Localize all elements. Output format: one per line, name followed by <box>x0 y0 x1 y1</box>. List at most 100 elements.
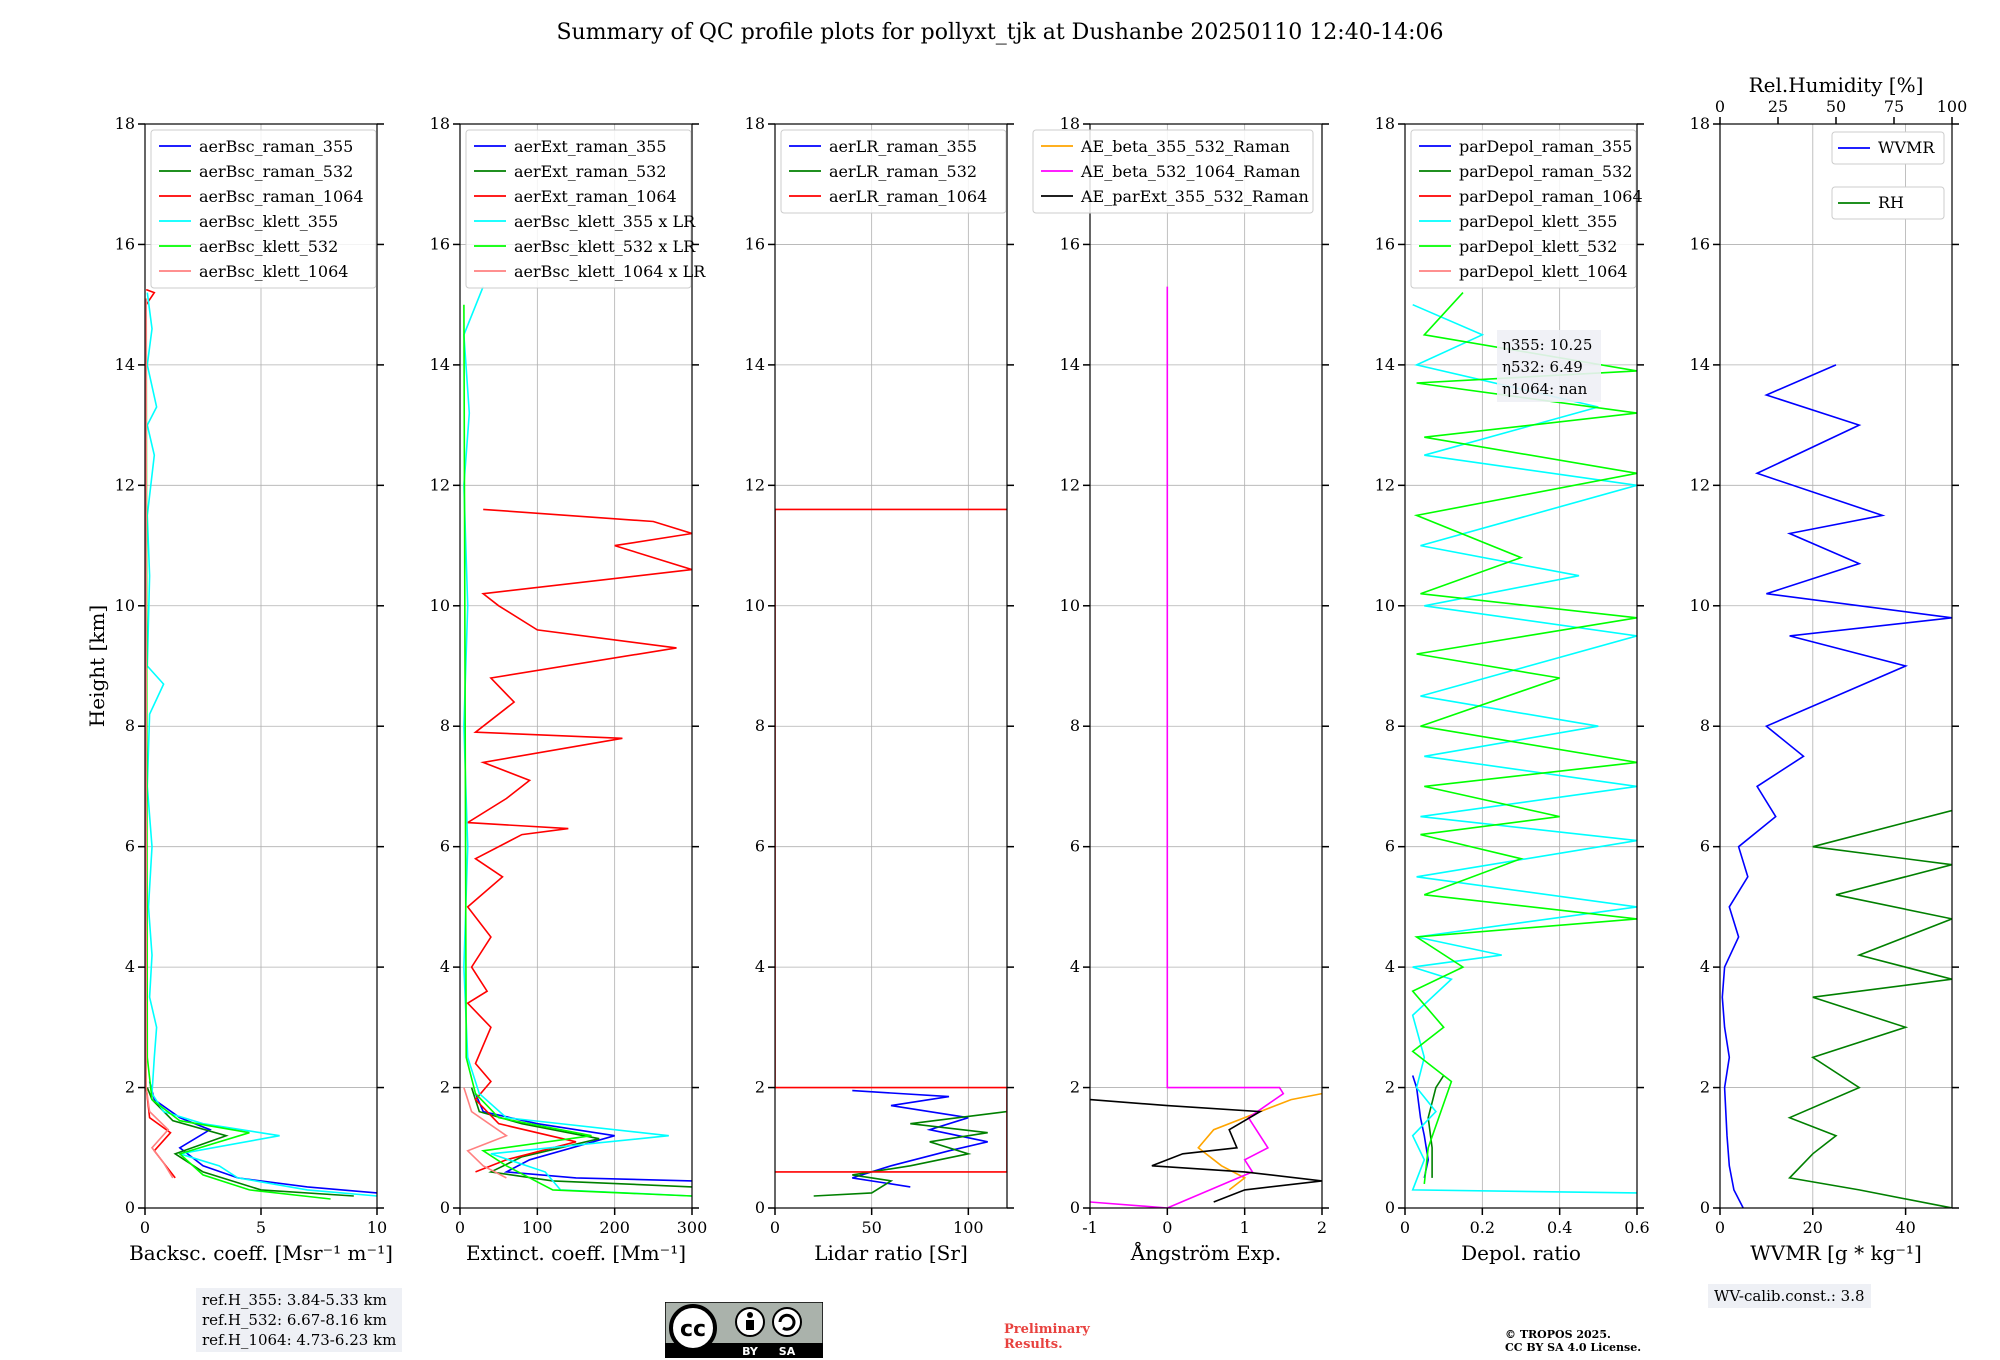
y-tick-label: 8 <box>1070 716 1080 735</box>
series-line-AE_beta_355_532_Raman <box>1197 1092 1322 1191</box>
x-tick-label: 0 <box>455 1218 465 1237</box>
y-tick-label: 12 <box>745 475 765 494</box>
series-line-aerBsc_klett_355 <box>146 292 377 1197</box>
figure-title: Summary of QC profile plots for pollyxt_… <box>556 20 1444 45</box>
legend-label: aerBsc_raman_1064 <box>199 187 364 206</box>
y-tick-label: 16 <box>1060 234 1080 253</box>
y-tick-label: 6 <box>125 837 135 856</box>
y-tick-label: 8 <box>125 716 135 735</box>
legend-label: parDepol_klett_1064 <box>1459 262 1628 281</box>
x2-tick-label: 75 <box>1884 97 1904 116</box>
y-tick-label: 4 <box>125 957 135 976</box>
x-axis-label: Backsc. coeff. [Msr⁻¹ m⁻¹] <box>129 1241 393 1265</box>
series-group <box>775 508 1007 1197</box>
legend-label: aerExt_raman_355 <box>514 137 667 156</box>
x-tick-label: 200 <box>599 1218 630 1237</box>
series-group <box>1090 286 1322 1208</box>
legend-box <box>1032 129 1314 214</box>
y-tick-label: 8 <box>440 716 450 735</box>
series-line-aerExt_raman_532 <box>470 1087 692 1188</box>
legend-label: AE_beta_532_1064_Raman <box>1080 162 1300 181</box>
x-tick-label: 0.6 <box>1624 1218 1649 1237</box>
y-tick-label: 6 <box>1070 837 1080 856</box>
x-axis-label: Depol. ratio <box>1461 1241 1581 1265</box>
y-tick-label: 16 <box>430 234 450 253</box>
y-tick-label: 8 <box>1700 716 1710 735</box>
x-axis-label: WVMR [g * kg⁻¹] <box>1750 1241 1922 1265</box>
legend-box <box>1831 186 1945 220</box>
series-line-AE_beta_532_1064_Raman <box>1090 286 1285 1208</box>
copyright-line-2: CC BY SA 4.0 License. <box>1505 1341 1642 1354</box>
y-tick-label: 6 <box>755 837 765 856</box>
y-tick-label: 10 <box>115 596 135 615</box>
legend-label: aerBsc_klett_1064 <box>199 262 348 281</box>
series-line-parDepol_raman_532 <box>1427 1075 1445 1178</box>
y-tick-label: 18 <box>1060 114 1080 133</box>
x-tick-label: 0 <box>1400 1218 1410 1237</box>
series-line-aerBsc_klett_355 x LR <box>463 286 692 1197</box>
y-tick-label: 12 <box>430 475 450 494</box>
legend-box <box>465 129 692 289</box>
y-tick-label: 2 <box>440 1078 450 1097</box>
eta-label-2: η1064: nan <box>1502 380 1588 398</box>
copyright-notice: © TROPOS 2025. CC BY SA 4.0 License. <box>1505 1328 1641 1354</box>
y-tick-label: 2 <box>1070 1078 1080 1097</box>
axes-frame <box>1404 123 1638 1209</box>
y-tick-label: 14 <box>1375 355 1395 374</box>
cc-by-sa-license-badge: cc BY SA <box>665 1302 823 1358</box>
svg-text:cc: cc <box>680 1317 706 1342</box>
series-line-parDepol_klett_355 <box>1411 303 1637 1194</box>
series-line-WVMR <box>1721 364 1952 1208</box>
x2-tick-label: 25 <box>1768 97 1788 116</box>
y-tick-label: 6 <box>1385 837 1395 856</box>
x2-axis-label: Rel.Humidity [%] <box>1749 73 1924 97</box>
ref-height-box: ref.H_355: 3.84-5.33 km ref.H_532: 6.67-… <box>196 1288 403 1352</box>
badge-by-label: BY <box>742 1345 759 1358</box>
panel-2: 0 2 4 6 8 10 12 14 16 18 0 100 200 300 Extinct. coeff.… <box>430 114 708 1265</box>
x-tick-label: 0 <box>140 1218 150 1237</box>
legend-label: parDepol_raman_532 <box>1459 162 1632 181</box>
y-tick-label: 12 <box>1690 475 1710 494</box>
copyright-line-1: © TROPOS 2025. <box>1505 1328 1611 1341</box>
series-group <box>1721 364 1952 1208</box>
y-tick-label: 0 <box>755 1198 765 1217</box>
legend-label: parDepol_raman_1064 <box>1459 187 1643 206</box>
legend-label: aerBsc_raman_355 <box>199 137 353 156</box>
series-line-aerBsc_raman_355 <box>148 1081 377 1194</box>
y-tick-label: 14 <box>115 355 135 374</box>
eta-box: η355: 10.25 η532: 6.49 η1064: nan <box>1497 330 1601 402</box>
x-tick-label: 1 <box>1240 1218 1250 1237</box>
series-line-parDepol_klett_532 <box>1411 292 1637 1184</box>
y-tick-label: 0 <box>1070 1198 1080 1217</box>
x-tick-label: 0.4 <box>1547 1218 1572 1237</box>
y-tick-label: 0 <box>1700 1198 1710 1217</box>
series-group <box>463 286 692 1197</box>
x-tick-label: -1 <box>1082 1218 1098 1237</box>
legend-label: aerLR_raman_532 <box>829 162 977 181</box>
panel-3: 0 2 4 6 8 10 12 14 16 18 0 50 100 Lidar ratio [Sr] aer… <box>745 114 1014 1265</box>
series-line-aerLR_raman_1064 <box>775 508 1007 1173</box>
x-axis-label: Ångström Exp. <box>1130 1240 1281 1265</box>
y-tick-label: 12 <box>115 475 135 494</box>
y-tick-label: 0 <box>440 1198 450 1217</box>
legend-label: WVMR <box>1878 138 1935 157</box>
x-tick-label: 300 <box>677 1218 708 1237</box>
x-tick-label: 0.2 <box>1470 1218 1495 1237</box>
y-tick-label: 0 <box>125 1198 135 1217</box>
legend-label: aerBsc_klett_532 <box>199 237 338 256</box>
preliminary-notice: Preliminary Results. <box>1004 1322 1090 1352</box>
x-tick-label: 20 <box>1803 1218 1823 1237</box>
legend-label: RH <box>1878 193 1904 212</box>
y-tick-label: 14 <box>1060 355 1080 374</box>
x2-tick-label: 0 <box>1715 97 1725 116</box>
y-tick-label: 10 <box>745 596 765 615</box>
x-tick-label: 100 <box>953 1218 984 1237</box>
eta-label-1: η532: 6.49 <box>1502 358 1583 376</box>
panel-6: 0 2 4 6 8 10 12 14 16 18 0 20 40 WVMR [g * kg⁻¹] 0 25 50… <box>1690 73 1968 1265</box>
legend-label: AE_parExt_355_532_Raman <box>1080 187 1309 206</box>
y-tick-label: 18 <box>115 114 135 133</box>
legend-label: parDepol_klett_532 <box>1459 237 1617 256</box>
series-group <box>1411 292 1637 1194</box>
legend-box <box>150 129 377 289</box>
